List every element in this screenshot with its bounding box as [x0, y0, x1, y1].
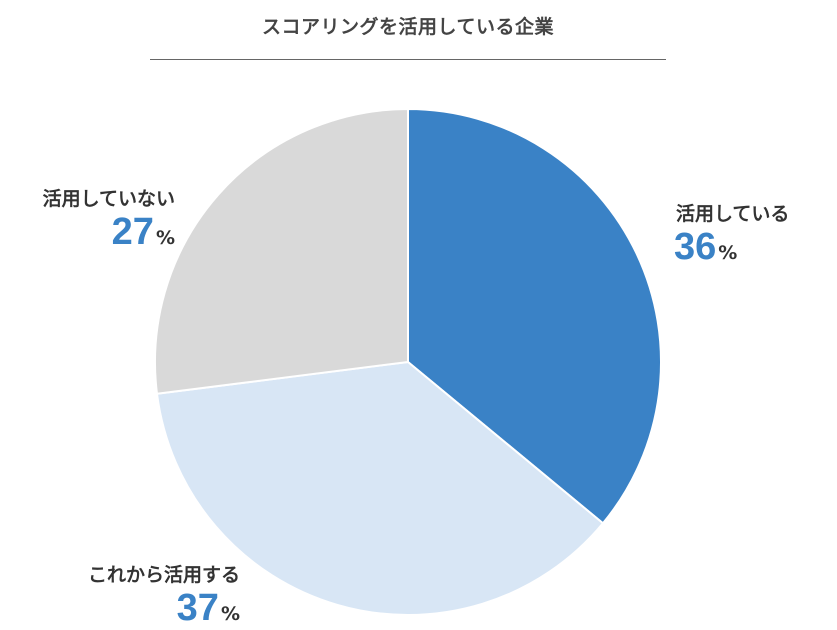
slice-label-not-using-value: 27% — [43, 213, 175, 251]
slice-label-planning-number: 37 — [176, 587, 219, 629]
chart-title: スコアリングを活用している企業 — [262, 16, 554, 38]
pie-slice-using — [407, 108, 662, 525]
slice-label-using: 活用している 36% — [674, 199, 790, 266]
slice-label-planning-name: これから活用する — [87, 564, 240, 586]
slice-label-using-name: 活用している — [676, 203, 790, 225]
title-divider — [150, 59, 666, 60]
slice-label-not-using-name: 活用していない — [42, 188, 175, 210]
pie-slice-not-using — [154, 108, 409, 395]
slice-label-not-using: 活用していない 27% — [43, 184, 175, 251]
slice-label-planning-unit: % — [220, 603, 240, 625]
slice-label-not-using-unit: % — [155, 227, 175, 249]
slice-label-planning: これから活用する 37% — [88, 560, 240, 627]
pie-slice-planning — [155, 361, 604, 616]
slice-label-using-unit: % — [718, 242, 738, 264]
slice-label-using-number: 36 — [674, 226, 717, 268]
slice-label-not-using-number: 27 — [111, 211, 154, 253]
slice-label-planning-value: 37% — [88, 589, 240, 627]
slice-label-using-value: 36% — [674, 228, 789, 266]
